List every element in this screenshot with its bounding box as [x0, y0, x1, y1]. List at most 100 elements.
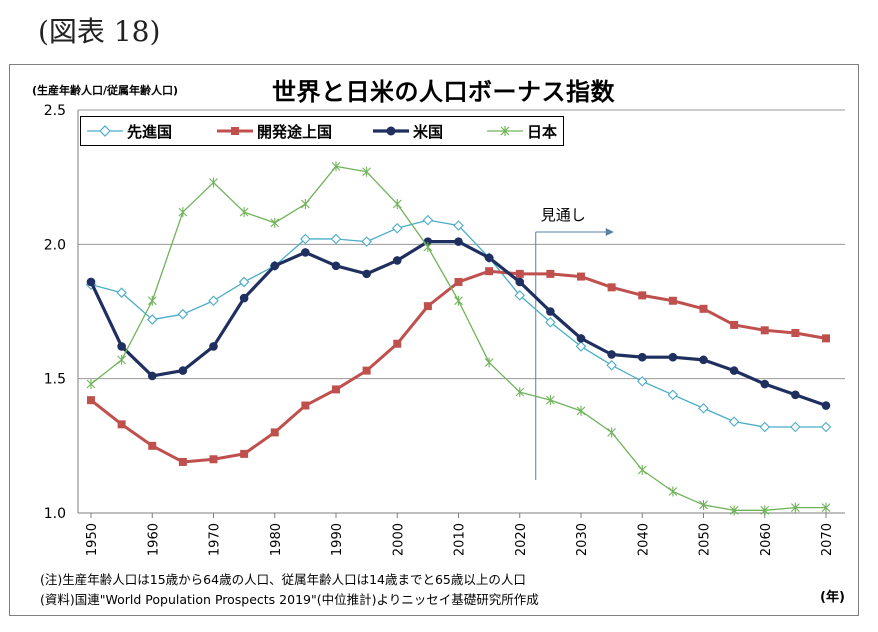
data-point-usa [515, 277, 525, 287]
data-point-developing [546, 269, 555, 278]
data-point-developed [177, 308, 189, 320]
data-point-developing [791, 328, 800, 337]
data-point-developing [638, 291, 647, 300]
data-point-japan [668, 486, 678, 497]
data-point-developed [116, 287, 127, 298]
data-point-developed [330, 233, 342, 245]
data-point-developing [240, 449, 249, 458]
data-point-developing [117, 420, 126, 429]
data-point-japan [178, 207, 188, 218]
legend-marker-diamond-icon [87, 125, 123, 137]
note-definition: (注)生産年齢人口は15歳から64歳の人口、従属年齢人口は14歳までと65歳以上… [40, 572, 526, 587]
x-tick-label: 1980 [269, 523, 284, 556]
data-point-developing [332, 385, 340, 394]
data-point-developing [822, 334, 830, 343]
data-point-japan [484, 357, 494, 368]
x-tick-label: 1950 [85, 523, 100, 556]
data-point-usa [454, 237, 463, 246]
data-point-developed [606, 359, 617, 371]
y-tick-label: 1.0 [44, 506, 66, 522]
data-point-japan [362, 166, 372, 177]
legend-label-usa: 米国 [413, 123, 444, 141]
data-point-usa [729, 366, 739, 375]
data-point-japan [270, 217, 280, 228]
data-point-developing [209, 455, 218, 464]
y-axis-unit-label: (生産年齢人口/従属年齢人口) [32, 84, 179, 97]
figure-label: (図表 18) [38, 15, 161, 48]
data-point-developed [453, 220, 464, 231]
x-tick-label: 2050 [698, 523, 713, 556]
data-point-developing [423, 302, 432, 311]
data-point-developing [148, 441, 157, 450]
data-point-developing [178, 457, 187, 466]
legend-item-usa: 米国 [371, 121, 461, 141]
data-point-japan [209, 177, 218, 188]
data-point-developing [607, 283, 616, 292]
data-point-developed [636, 376, 648, 387]
data-point-japan [86, 379, 96, 390]
data-point-usa [362, 269, 371, 279]
data-point-japan [576, 405, 586, 416]
data-point-developed [728, 416, 740, 427]
data-point-usa [147, 371, 157, 381]
y-tick-label: 1.5 [44, 372, 66, 388]
data-point-developing [668, 296, 677, 305]
data-point-usa [607, 350, 616, 359]
data-point-developing [760, 326, 769, 335]
chart-legend: 先進国 開発途上国 米国 日本 [80, 116, 564, 146]
data-point-developed [545, 316, 556, 328]
data-point-developing [699, 304, 708, 313]
data-point-developed [820, 421, 832, 433]
note-source: (資料)国連"World Population Prospects 2019"(… [40, 592, 539, 607]
data-point-developing [454, 277, 463, 286]
data-point-japan [545, 395, 555, 406]
x-axis-unit-label: (年) [820, 590, 845, 605]
data-point-usa [209, 342, 218, 351]
data-point-japan [147, 295, 157, 306]
x-tick-label: 1990 [330, 523, 345, 556]
data-point-japan [607, 427, 617, 438]
data-point-usa [117, 342, 126, 351]
data-point-japan [699, 499, 708, 510]
legend-item-developed: 先進国 [85, 121, 195, 141]
data-point-japan [515, 387, 525, 398]
data-point-usa [637, 352, 647, 362]
data-point-usa [668, 352, 678, 362]
data-point-developed [514, 290, 526, 301]
chart-notes: (注)生産年齢人口は15歳から64歳の人口、従属年齢人口は14歳までと65歳以上… [40, 570, 539, 610]
data-point-japan [790, 502, 800, 513]
data-point-developed [361, 236, 372, 247]
data-point-developed [667, 389, 679, 401]
data-point-usa [821, 401, 831, 410]
x-tick-label: 2000 [391, 523, 406, 556]
data-point-developing [730, 320, 739, 329]
data-point-usa [699, 355, 708, 365]
data-point-developed [300, 233, 311, 245]
data-point-usa [576, 334, 586, 343]
x-tick-label: 2020 [514, 523, 529, 556]
legend-item-japan: 日本 [485, 121, 565, 141]
data-point-usa [239, 293, 249, 303]
data-point-developed [422, 214, 434, 226]
data-point-usa [301, 248, 310, 257]
data-point-developing [270, 428, 279, 437]
data-point-developing [515, 269, 524, 278]
data-point-developed [208, 295, 219, 307]
y-tick-label: 2.5 [44, 103, 66, 119]
data-point-japan [239, 207, 249, 218]
projection-arrow-head [605, 228, 614, 236]
data-point-japan [454, 295, 463, 306]
projection-annotation: 見通し [541, 206, 586, 224]
data-point-usa [546, 307, 555, 316]
data-point-developed [238, 276, 250, 288]
data-point-usa [484, 253, 494, 263]
legend-marker-circle-icon [373, 126, 409, 136]
data-point-japan [729, 505, 739, 516]
series-line-usa [89, 240, 827, 408]
data-point-japan [300, 199, 310, 210]
x-tick-label: 2030 [575, 523, 590, 556]
data-point-developed [759, 421, 771, 433]
data-point-developed [575, 341, 587, 352]
data-point-usa [270, 261, 280, 271]
